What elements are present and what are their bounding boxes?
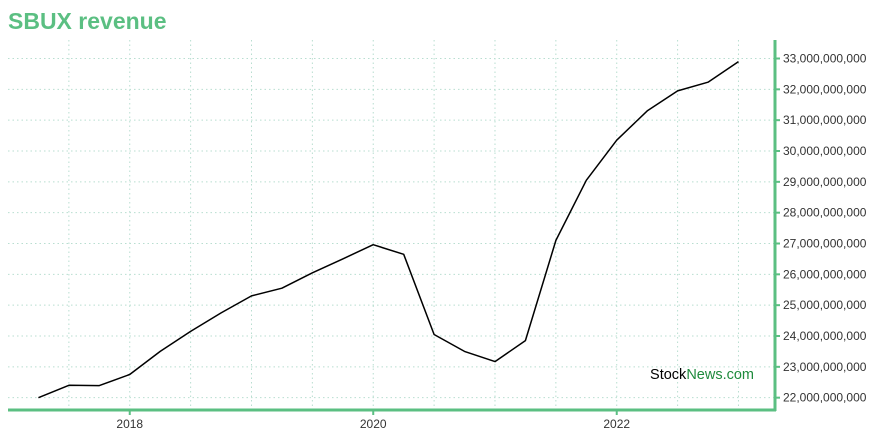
y-tick-label: 23,000,000,000 <box>783 360 867 374</box>
y-tick-label: 31,000,000,000 <box>783 113 867 127</box>
series-line-group <box>38 60 739 399</box>
grid-x <box>68 40 739 410</box>
watermark-news: News.com <box>686 367 754 383</box>
y-tick-label: 28,000,000,000 <box>783 206 867 220</box>
chart-title: SBUX revenue <box>8 8 167 34</box>
y-tick-label: 27,000,000,000 <box>783 237 867 251</box>
watermark: StockNews.com <box>650 367 754 383</box>
axes <box>8 40 780 415</box>
y-tick-label: 26,000,000,000 <box>783 267 867 281</box>
y-tick-labels: 22,000,000,000 23,000,000,000 24,000,000,0… <box>783 52 867 405</box>
grid-y <box>8 58 775 399</box>
x-tick-label: 2018 <box>116 417 143 431</box>
x-tick-label: 2020 <box>360 417 387 431</box>
y-tick-label: 24,000,000,000 <box>783 329 867 343</box>
y-tick-label: 29,000,000,000 <box>783 175 867 189</box>
y-tick-label: 32,000,000,000 <box>783 82 867 96</box>
x-tick-label: 2022 <box>603 417 630 431</box>
y-tick-label: 22,000,000,000 <box>783 391 867 405</box>
series-line <box>38 60 739 399</box>
y-tick-label: 33,000,000,000 <box>783 52 867 66</box>
y-tick-label: 30,000,000,000 <box>783 144 867 158</box>
x-tick-labels: 2018 2020 2022 <box>116 417 630 431</box>
y-tick-label: 25,000,000,000 <box>783 298 867 312</box>
watermark-stock: Stock <box>650 367 687 383</box>
